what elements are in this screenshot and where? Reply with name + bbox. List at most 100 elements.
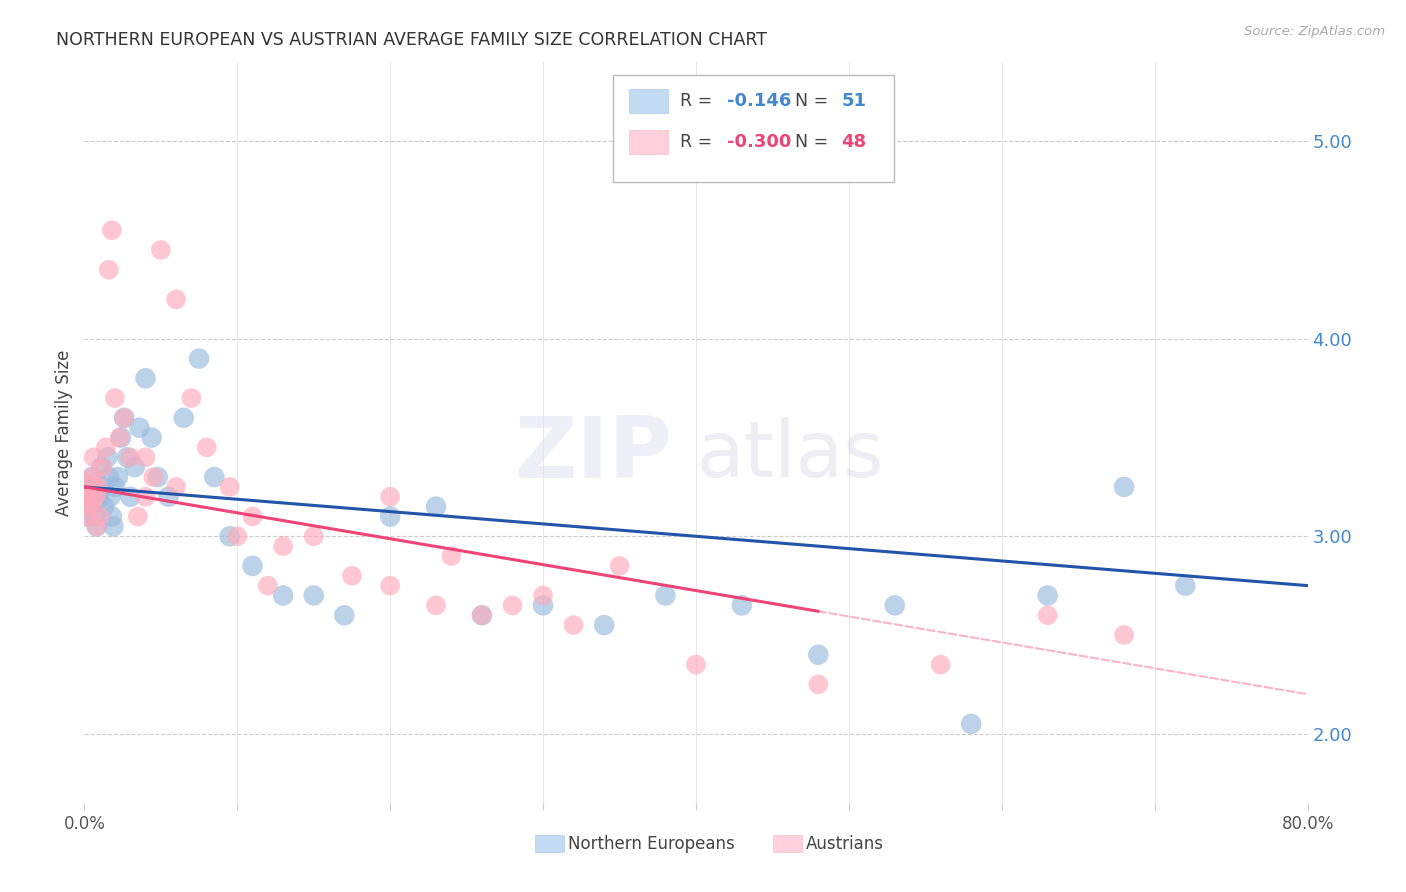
Point [135, 450, 157, 465]
Point [87, 480, 110, 494]
Point [124, 460, 146, 475]
Text: R =: R = [681, 133, 718, 151]
Point [94, 441, 117, 455]
Point [115, 450, 138, 465]
Point [83, 450, 105, 465]
Point [79, 500, 101, 514]
Point [77, 480, 100, 494]
Text: -0.146: -0.146 [727, 92, 792, 110]
Point [103, 519, 125, 533]
Point [1174, 579, 1197, 593]
Point [271, 539, 294, 553]
Point [380, 509, 402, 524]
Point [84, 490, 107, 504]
Point [1114, 628, 1136, 642]
Point [86, 519, 108, 533]
FancyBboxPatch shape [628, 89, 668, 112]
Text: Northern Europeans: Northern Europeans [568, 835, 734, 853]
Point [593, 618, 616, 632]
Point [135, 490, 157, 504]
Point [340, 568, 363, 582]
Point [77, 480, 100, 494]
Point [471, 608, 494, 623]
Text: NORTHERN EUROPEAN VS AUSTRIAN AVERAGE FAMILY SIZE CORRELATION CHART: NORTHERN EUROPEAN VS AUSTRIAN AVERAGE FA… [56, 31, 768, 49]
Point [89, 486, 111, 500]
Point [218, 529, 240, 543]
Point [531, 599, 554, 613]
Point [91, 480, 114, 494]
Point [104, 391, 127, 405]
Point [654, 589, 676, 603]
Point [807, 648, 830, 662]
Point [333, 608, 356, 623]
Point [104, 480, 127, 494]
Point [84, 509, 107, 524]
Point [807, 677, 830, 691]
Text: Source: ZipAtlas.com: Source: ZipAtlas.com [1244, 25, 1385, 38]
Point [226, 529, 249, 543]
Point [146, 470, 169, 484]
Point [731, 599, 754, 613]
Point [76, 509, 98, 524]
Point [562, 618, 585, 632]
Text: N =: N = [785, 92, 834, 110]
Point [75, 486, 97, 500]
Point [883, 599, 905, 613]
Text: 48: 48 [842, 133, 866, 151]
Point [218, 480, 240, 494]
Point [97, 262, 120, 277]
Point [202, 470, 225, 484]
Point [173, 410, 195, 425]
Point [425, 500, 447, 514]
Point [98, 490, 121, 504]
Point [112, 410, 135, 425]
Point [142, 470, 165, 484]
Point [96, 450, 118, 465]
Point [165, 293, 187, 307]
Text: 51: 51 [842, 92, 866, 110]
Point [76, 509, 98, 524]
Point [110, 431, 132, 445]
Point [83, 490, 105, 504]
Point [1036, 589, 1059, 603]
Point [685, 657, 707, 672]
Point [302, 589, 325, 603]
Point [1114, 480, 1136, 494]
Y-axis label: Average Family Size: Average Family Size [55, 350, 73, 516]
Text: Austrians: Austrians [806, 835, 884, 853]
FancyBboxPatch shape [628, 130, 668, 153]
Point [242, 509, 264, 524]
Point [107, 470, 129, 484]
FancyBboxPatch shape [534, 835, 564, 853]
Point [90, 460, 112, 475]
Point [91, 460, 114, 475]
Point [93, 500, 115, 514]
Text: -0.300: -0.300 [727, 133, 792, 151]
Point [80, 470, 103, 484]
Point [257, 579, 280, 593]
Point [1036, 608, 1059, 623]
FancyBboxPatch shape [773, 835, 803, 853]
Point [79, 500, 101, 514]
Point [471, 608, 494, 623]
Point [380, 579, 402, 593]
Point [86, 519, 108, 533]
Point [87, 493, 110, 508]
Point [97, 470, 120, 484]
Text: R =: R = [681, 92, 718, 110]
Point [531, 589, 554, 603]
Text: ZIP: ZIP [513, 413, 672, 496]
Point [135, 371, 157, 385]
Point [440, 549, 463, 563]
Point [75, 490, 97, 504]
Point [271, 589, 294, 603]
Point [80, 470, 103, 484]
Point [188, 351, 211, 366]
Point [609, 558, 631, 573]
Point [141, 431, 163, 445]
Point [180, 391, 202, 405]
Point [960, 716, 983, 731]
Point [120, 490, 142, 504]
Point [149, 243, 172, 257]
Point [108, 431, 131, 445]
